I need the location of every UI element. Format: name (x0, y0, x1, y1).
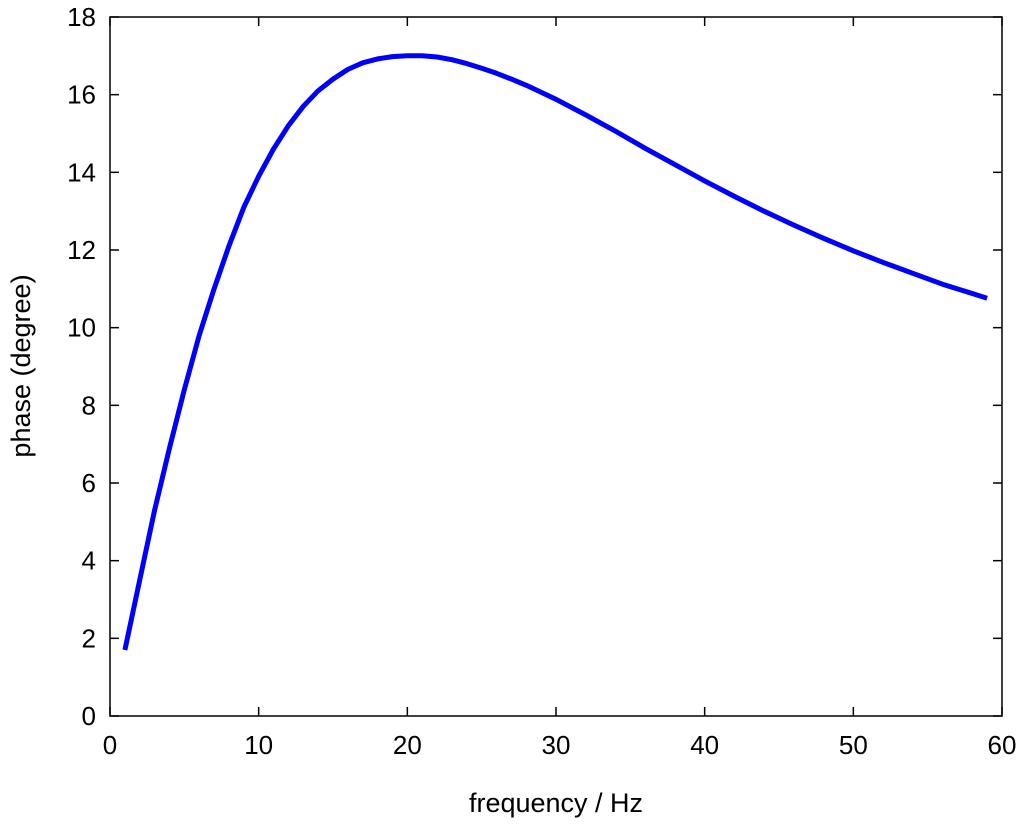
series-line (122, 53, 988, 651)
y-tick-label: 0 (82, 701, 96, 731)
x-tick-label: 0 (103, 730, 117, 760)
x-tick-label: 30 (542, 730, 571, 760)
y-tick-label: 4 (82, 546, 96, 576)
y-axis-label: phase (degree) (6, 274, 36, 457)
x-tick-label: 10 (244, 730, 273, 760)
y-tick-label: 10 (67, 313, 96, 343)
x-axis-label: frequency / Hz (469, 788, 643, 818)
y-tick-label: 2 (82, 623, 96, 653)
plot-frame (109, 16, 1003, 717)
x-tick-label: 60 (988, 730, 1017, 760)
plot-area (122, 53, 988, 651)
y-tick-label: 6 (82, 468, 96, 498)
y-tick-label: 8 (82, 390, 96, 420)
x-tick-label: 20 (393, 730, 422, 760)
x-tick-label: 40 (690, 730, 719, 760)
x-tick-label: 50 (839, 730, 868, 760)
y-tick-label: 16 (67, 80, 96, 110)
axis-ticks: 0 10 20 30 40 50 60 0 2 4 6 8 10 12 14 16 18 (67, 2, 1016, 760)
y-tick-label: 18 (67, 2, 96, 32)
y-tick-label: 12 (67, 235, 96, 265)
y-tick-label: 14 (67, 157, 96, 187)
